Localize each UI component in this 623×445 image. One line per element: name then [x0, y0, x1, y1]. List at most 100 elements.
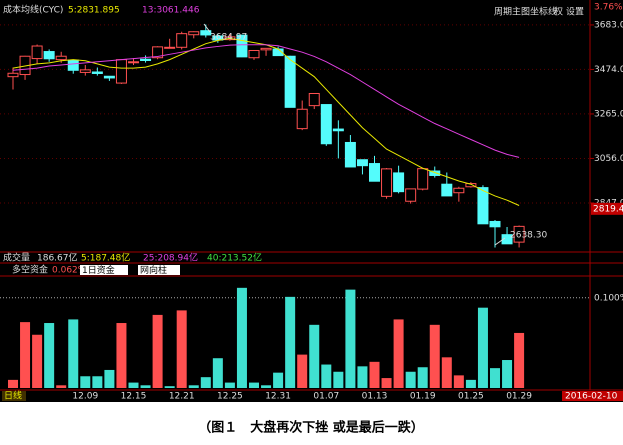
candle-body — [176, 33, 188, 48]
toolbar-item[interactable]: 坐标线 — [530, 6, 557, 18]
x-tick-label: 12.31 — [265, 392, 291, 402]
candle-body — [344, 141, 356, 168]
dropdown[interactable] — [138, 265, 180, 275]
bar — [152, 314, 163, 388]
caption: （图１ 大盘再次下挫 或是最后一跌） — [198, 420, 424, 436]
annotation: 2638.30 — [510, 231, 547, 241]
candle-body — [103, 75, 115, 79]
y-tick-label: 3056.0 — [594, 154, 623, 164]
x-tick-label: 12.25 — [217, 392, 243, 402]
x-tick-label: 01.29 — [506, 392, 532, 402]
x-tick-label: 12.21 — [169, 392, 195, 402]
bar — [381, 378, 392, 388]
candle-body — [67, 59, 79, 71]
candle-body — [140, 58, 152, 61]
legend-entry: 5:2831.895 — [68, 6, 120, 16]
ma-line — [12, 44, 520, 158]
candle-body — [332, 128, 344, 132]
toolbar-item[interactable]: 设置 — [566, 7, 584, 18]
dropdown-label[interactable]: 网向柱 — [140, 264, 167, 276]
bar — [249, 382, 259, 388]
bar — [309, 324, 320, 388]
bar — [128, 382, 139, 388]
x-tick-label: 12.15 — [121, 392, 147, 402]
dropdown-label[interactable]: 1日资金 — [82, 264, 115, 276]
bar — [200, 377, 211, 388]
candle-body — [188, 31, 200, 36]
bar — [164, 386, 175, 388]
bar — [104, 369, 115, 388]
toolbar-item[interactable]: 主图 — [512, 6, 530, 18]
bar — [116, 323, 127, 388]
bar — [56, 385, 67, 388]
bar — [441, 357, 452, 388]
candle-body — [429, 170, 441, 176]
bar — [224, 382, 235, 388]
candle-body — [393, 172, 405, 193]
bar — [8, 379, 18, 388]
candle-body — [465, 183, 477, 188]
candle-body — [115, 59, 127, 84]
indicator-title: 成本均线(CYC) — [3, 4, 63, 16]
x-tick-label: 12.09 — [72, 392, 98, 402]
bar — [188, 385, 199, 388]
legend-entry: 13:3061.446 — [142, 6, 200, 16]
bar — [261, 385, 272, 388]
candle-body — [296, 108, 308, 130]
candle-body — [248, 49, 260, 59]
annotation-arrow — [494, 237, 506, 246]
date-label: 2016-02-10 — [565, 392, 618, 402]
y-tick-label: 3474.0 — [594, 65, 623, 75]
candle-body — [369, 163, 380, 182]
candle-body — [128, 61, 139, 64]
volume-header-item: 186.67亿 — [37, 252, 78, 264]
bar — [502, 360, 513, 388]
candle-body — [43, 51, 55, 60]
candle-body — [7, 72, 19, 78]
x-tick-label: 01.13 — [362, 392, 388, 402]
bar — [417, 367, 428, 388]
volume-header-item: 40:213.52亿 — [207, 252, 262, 264]
candle-body — [55, 55, 67, 61]
candle-body — [441, 183, 453, 197]
bar — [20, 322, 31, 388]
dropdown[interactable] — [80, 265, 128, 275]
last-price-label: 2819.4 — [593, 204, 623, 214]
bar — [393, 319, 404, 388]
bar — [285, 296, 296, 388]
candle-body — [381, 168, 393, 197]
bar — [369, 361, 380, 388]
volume-header-item: 5:187.48亿 — [81, 252, 130, 264]
candle-body — [356, 159, 368, 167]
toolbar-item[interactable]: 周期 — [494, 7, 512, 18]
candle-body — [260, 47, 272, 51]
bar — [140, 385, 151, 388]
bar — [236, 287, 247, 388]
bar — [453, 375, 464, 388]
candle-body — [164, 46, 176, 49]
toolbar-item[interactable]: 权 — [554, 6, 563, 18]
candle-body — [152, 46, 164, 59]
last-price-box — [591, 202, 623, 215]
annotation-arrow — [203, 23, 211, 33]
bar — [333, 371, 344, 388]
x-tick-label: 01.07 — [313, 392, 339, 402]
bar — [429, 324, 440, 388]
candle-body — [284, 55, 296, 108]
candle-body — [477, 187, 489, 225]
candle-body — [513, 225, 525, 243]
bar — [321, 364, 332, 388]
candle-body — [308, 92, 320, 107]
y-tick-label: 3683.0 — [594, 20, 623, 30]
candle-body — [417, 168, 429, 190]
bar — [477, 307, 488, 388]
x-tick-label: 01.19 — [410, 392, 436, 402]
bar — [32, 334, 43, 388]
panel-title: 多空资金 — [12, 264, 48, 276]
bar — [92, 376, 103, 388]
volume-header-item: 成交量 — [3, 252, 30, 264]
y-tick-label: 3265.0 — [594, 109, 623, 119]
candle-body — [31, 45, 43, 60]
